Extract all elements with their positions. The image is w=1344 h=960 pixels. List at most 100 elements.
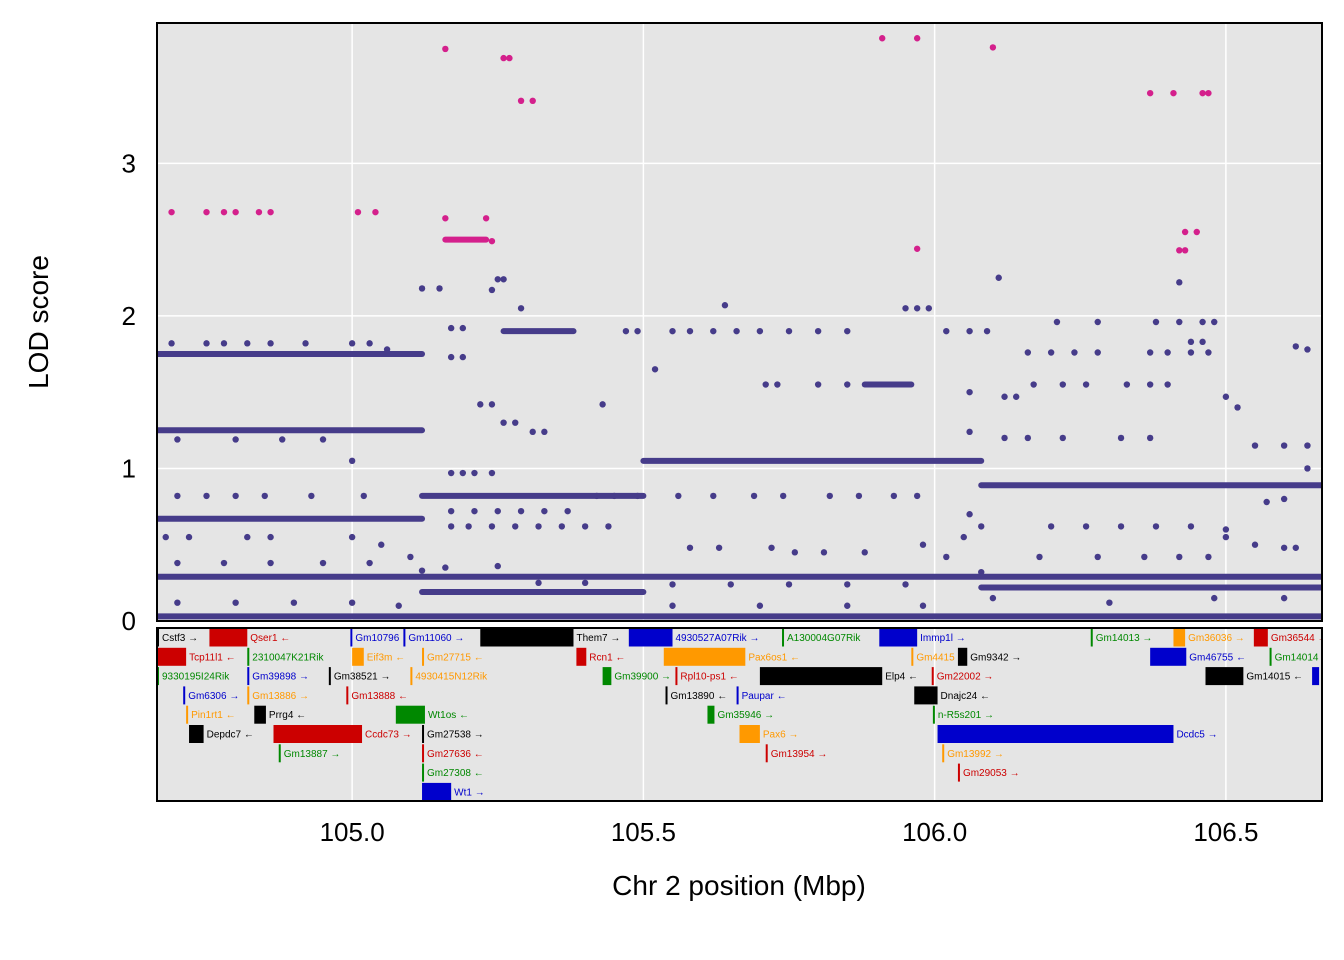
lod-point-series-1 (785, 327, 793, 335)
lod-point-series-1 (1053, 318, 1061, 326)
lod-point-series-1 (1304, 442, 1311, 449)
lod-point-series-1 (517, 507, 525, 515)
lod-point-series-1 (203, 340, 210, 347)
lod-point-series-2 (1193, 228, 1200, 236)
lod-point-series-1 (1036, 553, 1043, 561)
lod-point-series-1 (1222, 393, 1230, 400)
lod-point-series-2 (203, 208, 210, 216)
lod-point-series-2 (500, 54, 507, 62)
gene-label: Wt1 → (454, 787, 485, 798)
lod-point-series-2 (506, 54, 513, 62)
lod-point-series-1 (791, 549, 799, 556)
y-tick-label: 1 (122, 453, 136, 483)
gene-label: Prrg4 ← (269, 710, 306, 721)
lod-point-series-1 (995, 274, 1002, 281)
gene-label: Dnajc24 ← (941, 691, 990, 702)
lod-point-series-1 (378, 541, 385, 548)
lod-point-series-1 (535, 523, 542, 530)
lod-point-series-1 (1141, 553, 1148, 561)
gene-elp4 (759, 667, 883, 686)
lod-point-series-1 (232, 436, 239, 443)
lod-point-series-1 (1024, 349, 1032, 356)
gene-label: Gm14014 ← (1275, 652, 1332, 663)
gene-label: 4930527A07Rik → (676, 633, 760, 644)
lod-point-series-1 (1152, 318, 1160, 326)
lod-point-series-1 (1106, 599, 1113, 606)
gene-gm13887 (278, 744, 281, 763)
lod-point-series-1 (599, 401, 606, 408)
lod-point-series-1 (593, 492, 600, 500)
lod-point-series-1 (512, 419, 519, 426)
lod-point-series-1 (581, 523, 589, 530)
lod-point-series-2 (482, 215, 490, 222)
lod-point-series-2 (1205, 89, 1212, 97)
lod-point-series-1 (290, 599, 298, 606)
lod-point-series-1 (1117, 523, 1125, 530)
gene-rpl10-ps1 (675, 667, 678, 686)
lod-point-series-1 (902, 581, 909, 588)
gene-ccdc73 (273, 725, 363, 743)
lod-point-series-1 (447, 507, 455, 515)
gene-label: Gm38521 → (334, 672, 391, 683)
lod-point-series-2 (913, 245, 921, 252)
gene-gm9342 (957, 647, 968, 666)
lod-point-series-1 (710, 327, 717, 335)
lod-point-series-1 (1280, 442, 1288, 449)
lod-point-series-1 (1222, 533, 1230, 541)
gene-gm10796 (350, 628, 353, 647)
lod-point-series-1 (826, 492, 833, 500)
gene-label: Tcp11l1 ← (189, 652, 236, 663)
lod-point-series-1 (395, 602, 402, 609)
lod-point-series-1 (1304, 465, 1311, 472)
lod-point-series-1 (1211, 594, 1218, 602)
lod-point-series-1 (943, 327, 950, 335)
lod-point-series-1 (966, 511, 973, 518)
gene-label: Gm9342 → (970, 652, 1021, 663)
lod-point-series-1 (459, 469, 467, 477)
lod-point-series-1 (1117, 434, 1125, 442)
gene-label: Gm13886 → (252, 691, 309, 702)
gene-label: Gm22002 → (937, 672, 994, 683)
lod-point-series-1 (162, 533, 169, 541)
gene-label: Them7 → (576, 633, 620, 644)
gene-gm6306 (183, 686, 186, 705)
lod-point-series-1 (1199, 318, 1206, 326)
lod-point-series-1 (779, 492, 787, 500)
lod-point-series-1 (814, 327, 822, 335)
lod-point-series-1 (465, 523, 472, 530)
lod-point-series-1 (232, 599, 239, 606)
lod-point-series-1 (564, 507, 571, 515)
lod-point-series-1 (1094, 318, 1101, 326)
lod-point-series-1 (1304, 346, 1311, 353)
lod-point-series-1 (913, 492, 921, 500)
lod-point-series-2 (488, 237, 496, 245)
gene-label: Gm13890 ← (671, 691, 728, 702)
gene-label: Gm27538 → (427, 730, 484, 741)
lod-point-series-1 (785, 581, 793, 588)
lod-point-series-1 (1012, 393, 1020, 400)
lod-point-series-1 (1082, 381, 1090, 388)
lod-point-series-1 (1094, 349, 1101, 356)
lod-point-series-1 (669, 581, 676, 588)
lod-point-series-1 (383, 346, 391, 353)
lod-point-series-1 (203, 492, 210, 500)
gene-n-r5s201 (932, 705, 935, 724)
lod-point-series-1 (1152, 523, 1160, 530)
lod-point-series-1 (244, 533, 251, 541)
gene-track: Cstf3 → Qser1 ← Gm10796 Gm11060 → Them7 → 493… (157, 628, 1332, 801)
lod-point-series-2 (267, 208, 274, 216)
lod-point-series-1 (756, 602, 764, 609)
lod-point-series-2 (442, 45, 449, 53)
y-axis-title: LOD score (23, 255, 54, 389)
lod-point-series-1 (1176, 279, 1183, 286)
lod-point-series-1 (1280, 594, 1288, 602)
gene-label: Gm36544 → (1271, 633, 1328, 644)
lod-point-series-1 (820, 549, 828, 556)
lod-point-series-1 (267, 559, 274, 567)
lod-point-series-2 (255, 208, 263, 216)
gene-gm13954 (765, 744, 768, 763)
lod-point-series-1 (1024, 434, 1032, 442)
lod-point-series-1 (1047, 349, 1055, 356)
gene-label: Gm27308 ← (427, 768, 484, 779)
gene-label: Elp4 ← (885, 672, 918, 683)
